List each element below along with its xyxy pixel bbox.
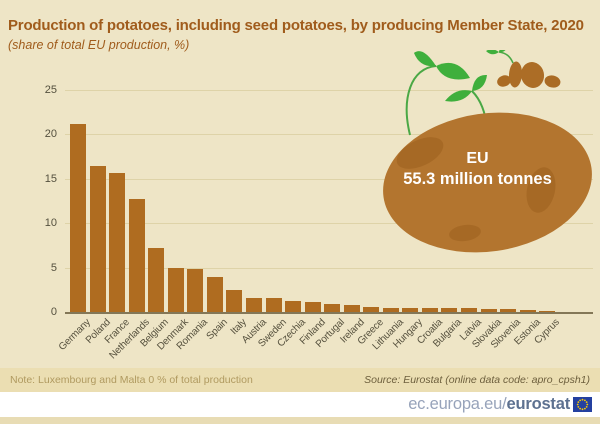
brand-url-prefix: ec.europa.eu/: [408, 395, 507, 413]
page-title: Production of potatoes, including seed p…: [8, 17, 584, 34]
gridline-20: [65, 134, 593, 136]
bar-belgium: [148, 248, 165, 312]
bar-netherlands: [128, 199, 145, 312]
potato-illustration: [383, 50, 592, 253]
eu-total-annotation: EU 55.3 million tonnes: [385, 148, 570, 190]
footnote: Note: Luxembourg and Malta 0 % of total …: [10, 374, 253, 386]
big-potato-icon: [383, 112, 592, 253]
eu-flag-icon: [573, 397, 592, 412]
bar-portugal: [324, 304, 341, 312]
bar-italy: [226, 289, 243, 312]
eurostat-brand-band: ec.europa.eu/eurostat: [0, 392, 600, 417]
bar-france: [109, 172, 126, 312]
bar-romania: [187, 268, 204, 312]
bar-greece: [363, 306, 380, 312]
y-axis-tick-25: 25: [44, 83, 57, 96]
small-potatoes-icon: [486, 50, 561, 88]
bar-estonia: [519, 310, 536, 312]
gridline-15: [65, 178, 593, 180]
brand-url-eurostat: eurostat: [506, 395, 571, 413]
bar-hungary: [402, 307, 419, 312]
bar-bulgaria: [441, 308, 458, 312]
page-subtitle: (share of total EU production, %): [8, 38, 190, 52]
y-axis-tick-15: 15: [44, 172, 57, 185]
y-axis-tick-0: 0: [50, 305, 57, 318]
bar-slovakia: [480, 309, 497, 312]
x-axis-line: [65, 312, 593, 314]
bar-sweden: [265, 297, 282, 312]
bar-croatia: [421, 308, 438, 312]
bar-cyprus: [539, 310, 556, 312]
bar-latvia: [461, 308, 477, 312]
source-citation: Source: Eurostat (online data code: apro…: [364, 374, 590, 386]
bar-slovenia: [500, 309, 517, 312]
gridline-10: [65, 223, 593, 225]
eu-annotation-line2: 55.3 million tonnes: [403, 170, 552, 188]
bar-finland: [304, 302, 321, 312]
bar-lithuania: [382, 307, 399, 312]
bar-austria: [246, 297, 262, 312]
gridline-25: [65, 90, 593, 91]
bar-ireland: [343, 304, 360, 312]
gridline-5: [65, 267, 593, 269]
bar-czechia: [285, 300, 302, 312]
y-axis-tick-5: 5: [50, 261, 57, 274]
bar-germany: [70, 123, 86, 312]
bar-poland: [89, 165, 106, 312]
bar-denmark: [167, 267, 184, 312]
eu-annotation-line1: EU: [466, 150, 489, 167]
y-axis-tick-20: 20: [44, 128, 57, 141]
bar-spain: [206, 277, 223, 312]
bottom-strip: [0, 417, 600, 424]
y-axis-tick-10: 10: [44, 216, 57, 229]
note-band: Note: Luxembourg and Malta 0 % of total …: [0, 368, 600, 392]
sprout-icon: [405, 51, 489, 136]
